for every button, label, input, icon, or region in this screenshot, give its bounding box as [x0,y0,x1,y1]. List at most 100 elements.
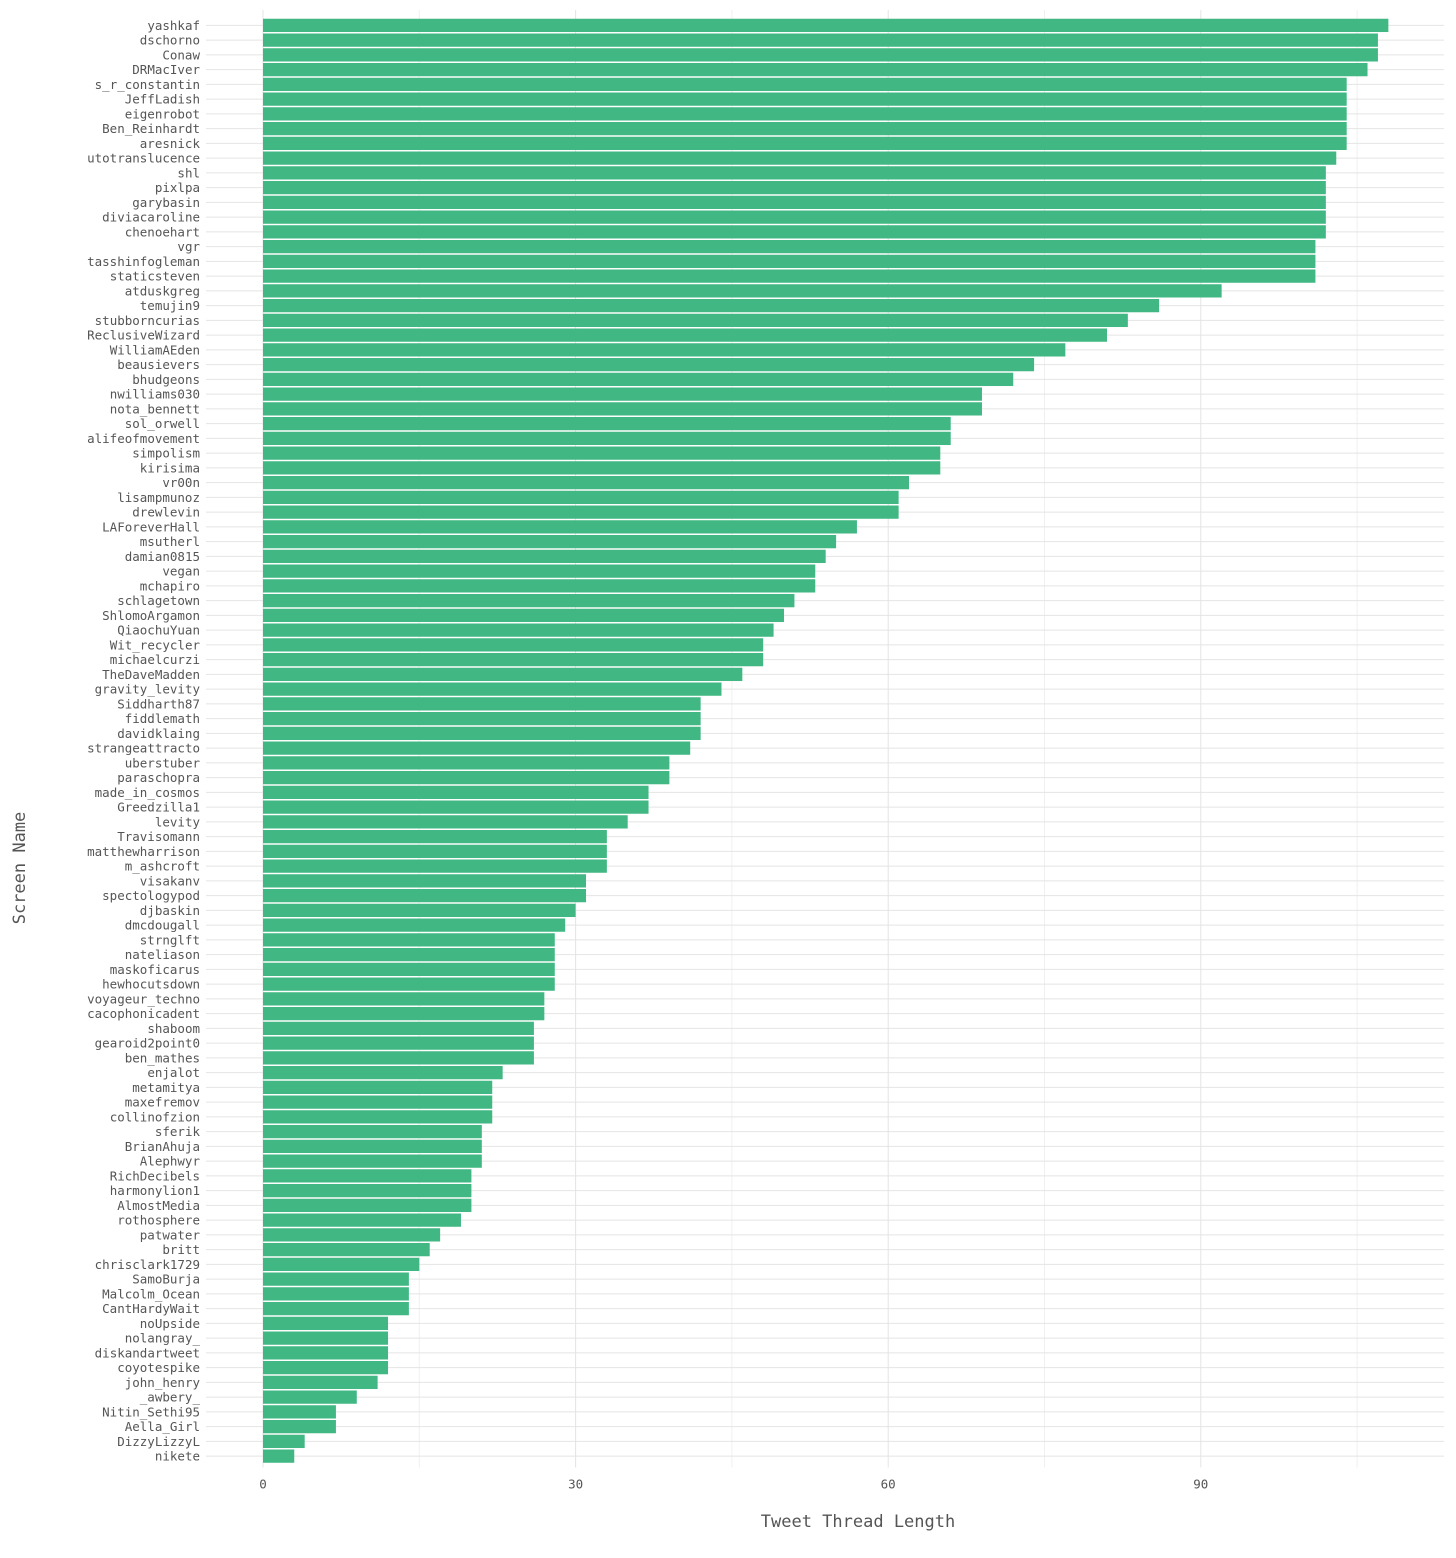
bar-fiddlemath [263,711,701,726]
bar-LAForeverHall [263,520,857,534]
y-tick-label: kirisima [140,460,200,475]
bar-alifeofmovement [263,431,951,446]
bar-nwilliams030 [263,387,982,401]
bar-dmcdougall [263,918,566,932]
bar-diskandartweet [263,1346,389,1360]
bars [263,18,1389,1463]
bar-s_r_constantin [263,77,1347,92]
y-tick-label: diviacaroline [102,210,200,225]
y-tick-label: sol_orwell [125,416,200,431]
y-tick-label: noUpside [140,1316,200,1331]
bar-nikete [263,1449,295,1463]
y-tick-label: coyotespike [117,1360,200,1375]
bar-QiaochuYuan [263,623,774,637]
bar-coyotespike [263,1360,389,1375]
y-tick-label: sferik [155,1124,201,1139]
y-tick-label: QiaochuYuan [117,623,200,638]
bar-sol_orwell [263,416,951,431]
bar-uberstuber [263,756,670,770]
bar-shl [263,166,1326,180]
bar-collinofzion [263,1110,493,1124]
y-tick-label: visakanv [140,873,200,888]
bar-noUpside [263,1316,389,1331]
bar-garybasin [263,195,1326,210]
bar-vgr [263,239,1316,254]
y-tick-label: rothosphere [117,1213,200,1228]
y-tick-label: nwilliams030 [110,387,200,402]
y-tick-label: Siddharth87 [117,696,200,711]
y-tick-label: msutherl [140,534,200,549]
y-tick-label: pixlpa [155,180,200,195]
y-tick-label: tasshinfogleman [87,254,200,269]
bar-nateliason [263,947,555,962]
y-tick-label: metamitya [132,1080,200,1095]
bar-rothosphere [263,1213,461,1227]
bar-Alephwyr [263,1154,482,1168]
bar-DizzyLizzyL [263,1434,305,1449]
bar-Greedzilla1 [263,800,649,814]
y-tick-label: patwater [140,1227,201,1242]
bar-vr00n [263,475,910,490]
x-tick-label: 60 [881,1477,896,1492]
bar-enjalot [263,1065,503,1080]
y-tick-label: Nitin_Sethi95 [102,1404,200,1419]
y-tick-label: BrianAhuja [125,1139,200,1154]
bar-staticsteven [263,269,1316,283]
y-tick-label: drewlevin [132,505,200,520]
bar-chrisclark1729 [263,1257,420,1272]
y-tick-label: yashkaf [147,18,200,33]
bar-Nitin_Sethi95 [263,1405,336,1419]
y-tick-label: spectologypod [102,888,200,903]
bar-atduskgreg [263,284,1222,298]
y-tick-label: chrisclark1729 [95,1257,200,1272]
bar-vegan [263,564,816,578]
bar-patwater [263,1228,441,1242]
y-tick-label: bhudgeons [132,372,200,387]
y-tick-label: staticsteven [110,269,200,284]
y-tick-label: britt [162,1242,200,1257]
y-tick-label: ReclusiveWizard [87,328,200,343]
bar-JeffLadish [263,92,1347,106]
bar-hewhocutsdown [263,977,555,991]
y-tick-label: shl [177,165,200,180]
bar-ShlomoArgamon [263,608,784,623]
bar-kirisima [263,461,941,475]
bar-ben_mathes [263,1051,534,1065]
y-tick-label: strangeattracto [87,741,200,756]
y-tick-label: simpolism [132,446,200,461]
y-tick-label: Travisomann [117,829,200,844]
y-tick-label: fiddlemath [125,711,200,726]
bar-metamitya [263,1080,493,1095]
y-tick-label: Malcolm_Ocean [102,1286,200,1301]
y-tick-label: collinofzion [110,1109,200,1124]
y-tick-label: vgr [177,239,200,254]
y-tick-label: SamoBurja [132,1272,200,1287]
bar-Wit_recycler [263,638,764,652]
y-tick-label: damian0815 [125,549,200,564]
y-tick-label: harmonylion1 [110,1183,200,1198]
y-tick-label: Wit_recycler [110,637,201,652]
y-axis-title: Screen Name [10,812,30,925]
y-tick-label: DizzyLizzyL [117,1434,200,1449]
y-tick-label: dschorno [140,33,200,48]
y-tick-label: nota_bennett [110,401,200,416]
y-tick-label: m_ashcroft [125,859,200,874]
bar-dschorno [263,33,1378,47]
y-tick-label: JeffLadish [125,92,200,107]
y-tick-label: maskoficarus [110,962,200,977]
bar-levity [263,815,628,829]
y-tick-label: beausievers [117,357,200,372]
y-tick-labels: yashkafdschornoConawDRMacIvers_r_constan… [87,18,200,1464]
y-tick-label: strnglft [140,932,200,947]
y-tick-label: enjalot [147,1065,200,1080]
bar-john_henry [263,1375,378,1390]
x-tick-label: 30 [568,1477,583,1492]
y-tick-label: gearoid2point0 [95,1036,200,1051]
bar-damian0815 [263,549,826,564]
y-tick-label: utotranslucence [87,151,200,166]
y-tick-label: john_henry [125,1375,201,1390]
x-axis-title: Tweet Thread Length [761,1512,955,1532]
y-tick-label: temujin9 [140,298,200,313]
bar-maxefremov [263,1095,493,1109]
